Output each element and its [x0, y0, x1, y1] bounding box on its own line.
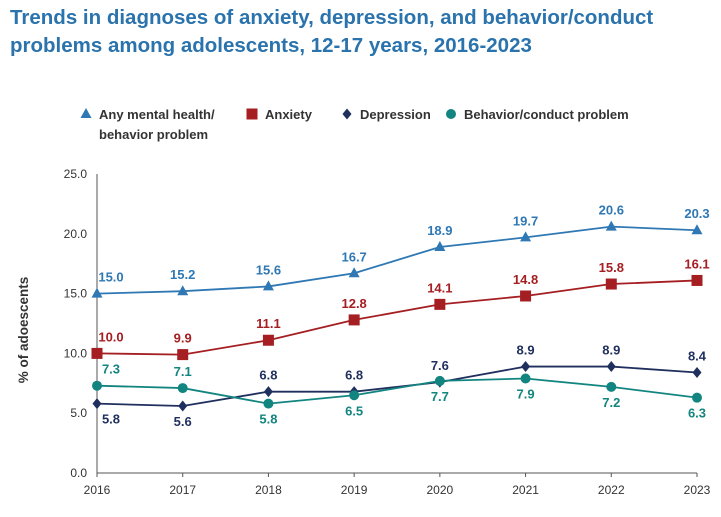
data-label: 15.0	[98, 270, 123, 285]
data-point-square	[177, 349, 189, 361]
data-label: 7.2	[602, 395, 620, 410]
data-point-circle	[263, 398, 274, 409]
data-label: 18.9	[427, 223, 452, 238]
data-label: 6.3	[688, 406, 706, 421]
data-point-triangle	[520, 231, 532, 242]
data-point-square	[434, 298, 446, 310]
legend-label: Behavior/conduct problem	[464, 107, 629, 122]
y-tick-label: 25.0	[64, 167, 88, 181]
series-line-square	[96, 279, 698, 356]
legend-marker-diamond	[342, 108, 352, 120]
legend-label: Anxiety	[265, 107, 313, 122]
x-tick-label: 2022	[598, 483, 625, 497]
series-line-diamond	[96, 365, 698, 407]
data-point-diamond	[692, 367, 702, 379]
data-label: 7.1	[174, 364, 192, 379]
data-point-triangle	[262, 280, 274, 291]
data-point-circle	[349, 390, 360, 401]
data-point-circle	[520, 373, 531, 384]
y-tick-label: 0.0	[70, 466, 87, 480]
data-label: 8.9	[602, 343, 620, 358]
data-label: 15.2	[170, 267, 195, 282]
x-tick-label: 2018	[255, 483, 282, 497]
data-label: 16.1	[684, 256, 709, 271]
data-label: 10.0	[98, 329, 123, 344]
y-tick-label: 5.0	[70, 406, 87, 420]
series-line-triangle	[96, 225, 698, 295]
data-point-square	[691, 274, 703, 286]
x-tick-label: 2017	[169, 483, 196, 497]
data-point-triangle	[177, 285, 189, 296]
data-label: 8.4	[688, 349, 707, 364]
data-label: 11.1	[256, 316, 281, 331]
x-tick-label: 2019	[341, 483, 368, 497]
chart-title: Trends in diagnoses of anxiety, depressi…	[10, 6, 654, 57]
legend-marker-square	[246, 108, 258, 120]
data-point-circle	[177, 383, 188, 394]
data-point-circle	[606, 381, 617, 392]
data-label: 15.8	[599, 260, 624, 275]
data-label: 7.6	[431, 358, 449, 373]
data-label: 5.8	[259, 412, 277, 427]
data-label: 9.9	[174, 331, 192, 346]
data-label: 14.1	[427, 280, 452, 295]
data-point-triangle	[691, 224, 703, 235]
data-point-square	[348, 314, 360, 326]
data-label: 8.9	[517, 343, 535, 358]
data-point-square	[605, 278, 617, 290]
data-label: 7.3	[102, 362, 120, 377]
x-tick-label: 2016	[84, 483, 111, 497]
data-point-diamond	[263, 386, 273, 398]
y-tick-label: 15.0	[64, 287, 88, 301]
data-point-square	[520, 290, 532, 302]
data-label: 7.7	[431, 389, 449, 404]
y-tick-label: 20.0	[64, 227, 88, 241]
data-point-triangle	[434, 240, 446, 251]
data-label: 19.7	[513, 213, 538, 228]
data-label: 14.8	[513, 272, 538, 287]
data-label: 16.7	[341, 249, 366, 264]
series-line-circle	[96, 377, 698, 405]
data-point-square	[91, 347, 103, 359]
data-label: 20.3	[684, 206, 709, 221]
data-label: 6.5	[345, 403, 363, 418]
legend-marker-circle	[446, 109, 456, 119]
data-point-diamond	[178, 400, 188, 412]
data-label: 12.8	[341, 296, 366, 311]
data-point-triangle	[605, 220, 617, 231]
data-point-triangle	[348, 267, 360, 278]
legend-label: Depression	[360, 107, 431, 122]
legend-label: behavior problem	[99, 127, 208, 142]
data-point-circle	[92, 380, 102, 391]
data-point-circle	[434, 375, 445, 386]
data-point-circle	[692, 392, 702, 403]
data-label: 6.8	[259, 368, 277, 383]
legend-label: Any mental health/	[99, 107, 215, 122]
data-point-diamond	[606, 361, 616, 373]
legend-marker-triangle	[80, 108, 92, 118]
y-axis-label: % of adoescents	[16, 277, 31, 384]
y-tick-label: 10.0	[64, 346, 88, 360]
data-label: 20.6	[599, 203, 624, 218]
data-label: 15.6	[256, 262, 281, 277]
x-tick-label: 2020	[427, 483, 454, 497]
x-tick-label: 2023	[684, 483, 711, 497]
data-label: 5.8	[102, 412, 120, 427]
data-label: 7.9	[517, 387, 535, 402]
data-point-square	[262, 334, 274, 346]
data-label: 5.6	[174, 414, 192, 429]
data-label: 6.8	[345, 368, 363, 383]
data-point-diamond	[92, 398, 102, 410]
x-tick-label: 2021	[512, 483, 539, 497]
data-point-triangle	[91, 287, 103, 298]
data-point-diamond	[521, 361, 531, 373]
